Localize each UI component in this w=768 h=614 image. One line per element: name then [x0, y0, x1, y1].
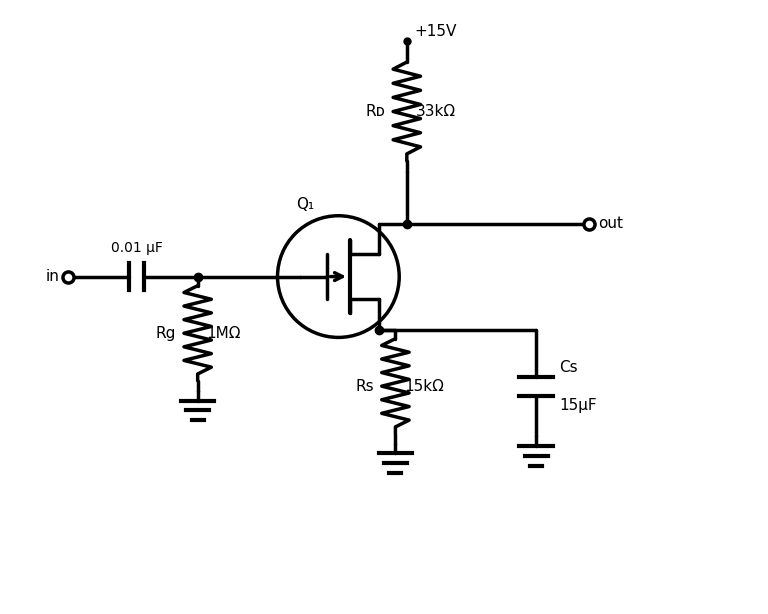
Text: out: out	[598, 216, 624, 231]
Text: Rg: Rg	[156, 326, 177, 341]
Text: in: in	[45, 269, 59, 284]
Text: 15kΩ: 15kΩ	[405, 379, 445, 394]
Text: Rᴅ: Rᴅ	[366, 104, 386, 119]
Text: Q₁: Q₁	[296, 197, 315, 212]
Text: Rs: Rs	[356, 379, 374, 394]
Text: +15V: +15V	[415, 25, 457, 39]
Text: 1MΩ: 1MΩ	[207, 326, 241, 341]
Text: 15μF: 15μF	[559, 398, 597, 413]
Text: 0.01 μF: 0.01 μF	[111, 241, 163, 255]
Text: Cs: Cs	[559, 360, 578, 375]
Text: 33kΩ: 33kΩ	[416, 104, 456, 119]
